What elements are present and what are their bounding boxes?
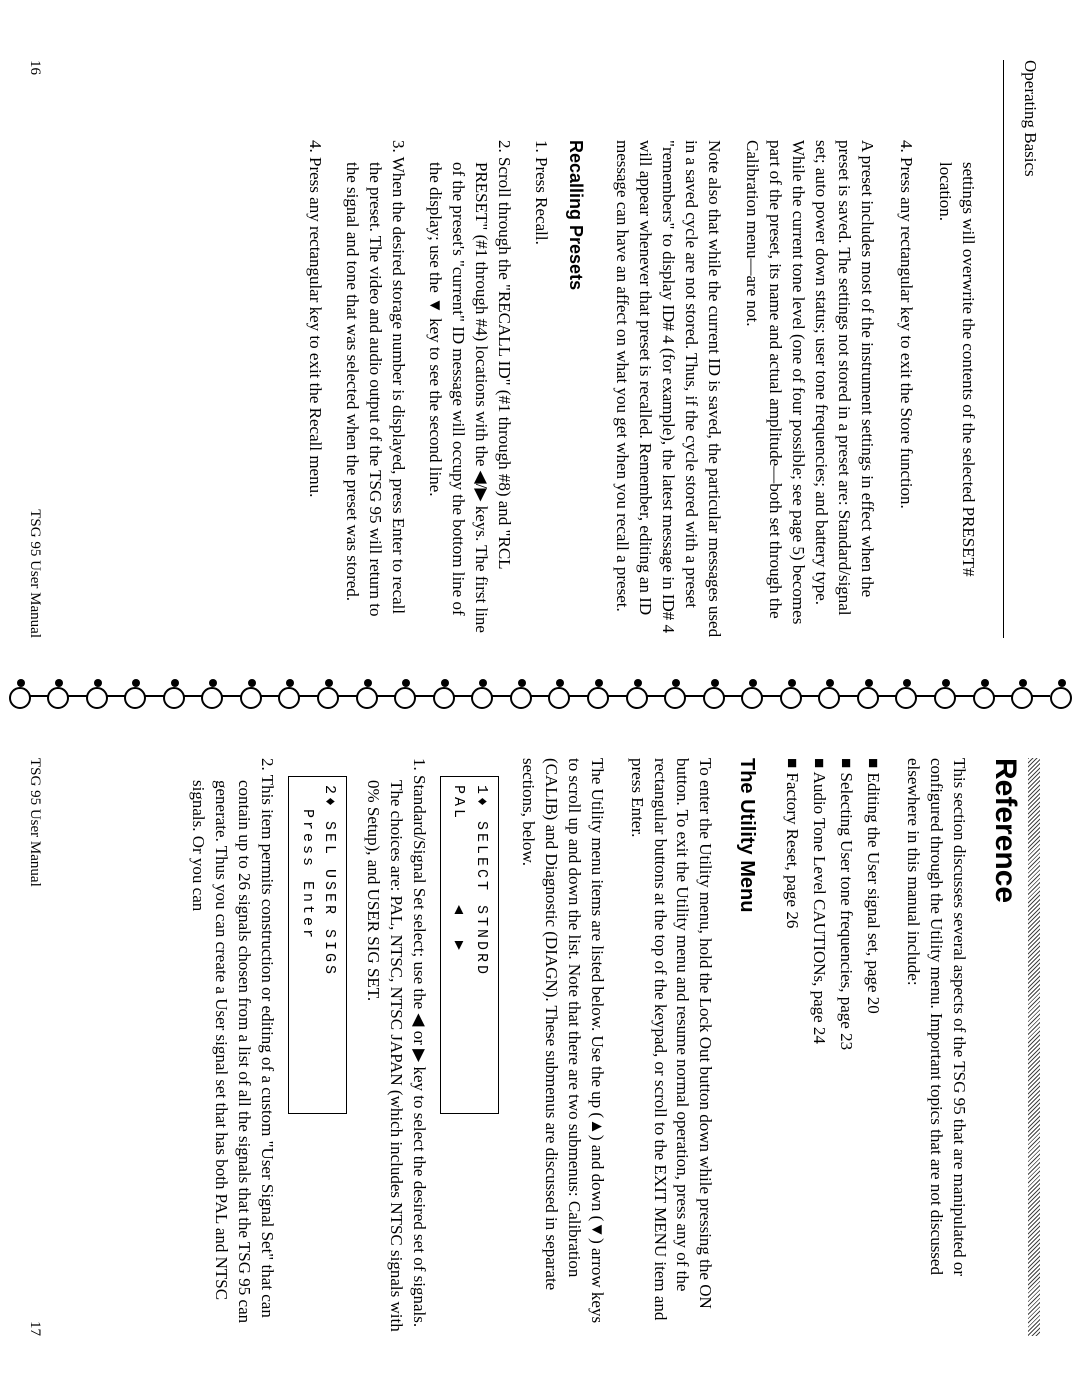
- utility-item-2: 2. This item permits construction or edi…: [186, 758, 278, 1336]
- scanned-spread: Operating Basics settings will overwrite…: [0, 0, 1080, 1397]
- topic-edit-user-sigset: Editing the User signal set, page 20: [861, 758, 884, 1336]
- lcd1-line1: 1♦ SELECT STNDRD: [473, 785, 490, 977]
- reference-chapter-heading: Reference: [988, 758, 1022, 1336]
- footer-right-page: TSG 95 User Manual 17: [26, 758, 43, 1336]
- recall-step-1: 1. Press Recall.: [529, 140, 552, 638]
- footer-manual-title-right: TSG 95 User Manual: [26, 758, 43, 887]
- topics-list: Editing the User signal set, page 20 Sel…: [780, 758, 884, 1336]
- recalling-presets-heading: Recalling Presets: [564, 140, 588, 638]
- right-body: This section discusses several aspects o…: [186, 758, 970, 1336]
- left-body: settings will overwrite the contents of …: [303, 60, 1003, 638]
- page-left: Operating Basics settings will overwrite…: [0, 0, 1080, 698]
- footer-manual-title-left: TSG 95 User Manual: [26, 509, 43, 638]
- page-number-16: 16: [26, 60, 43, 75]
- topic-audio-tone-cautions: Audio Tone Level CAUTIONs, page 24: [807, 758, 830, 1336]
- utility-menu-heading: The Utility Menu: [733, 758, 760, 1336]
- preset-contents-paragraph: A preset includes most of the instrument…: [741, 140, 879, 638]
- recall-step-2: 2. Scroll through the "RECALL ID" (#1 th…: [423, 140, 515, 638]
- utility-enter-para: To enter the Utility menu, hold the Lock…: [625, 758, 717, 1336]
- lcd2-line1: 2♦ SEL USER SIGS: [321, 785, 338, 977]
- topic-factory-reset: Factory Reset, page 26: [780, 758, 803, 1336]
- binding-spine: [30, 695, 1050, 697]
- chapter-hatch-rule: [1028, 758, 1040, 1336]
- overwrite-paragraph: settings will overwrite the contents of …: [933, 140, 979, 638]
- recall-steps-list: 1. Press Recall. 2. Scroll through the "…: [303, 140, 551, 638]
- lcd-display-1: 1♦ SELECT STNDRD PAL ◀ ▶: [440, 776, 499, 1114]
- store-step-4: 4. Press any rectangular key to exit the…: [894, 140, 917, 638]
- recall-step-4: 4. Press any rectangular key to exit the…: [303, 140, 326, 638]
- lcd1-line2: PAL ◀ ▶: [450, 785, 467, 953]
- running-head-left: Operating Basics: [1014, 60, 1040, 638]
- topic-user-tone-freq: Selecting User tone frequencies, page 23: [834, 758, 857, 1336]
- utility-scroll-para: The Utility menu items are listed below.…: [516, 758, 608, 1336]
- id-note-paragraph: Note also that while the current ID is s…: [610, 140, 725, 638]
- page-number-17: 17: [26, 1321, 43, 1336]
- footer-left-page: 16 TSG 95 User Manual: [26, 60, 43, 638]
- header-rule: [1003, 60, 1004, 638]
- reference-intro-para: This section discusses several aspects o…: [901, 758, 970, 1336]
- page-right: Reference This section discusses several…: [0, 698, 1080, 1396]
- recall-step-3: 3. When the desired storage number is di…: [340, 140, 409, 638]
- lcd2-line2: Press Enter: [299, 785, 316, 941]
- lcd-display-2: 2♦ SEL USER SIGS Press Enter: [288, 776, 347, 1114]
- utility-item-1: 1. Standard/Signal Set select; use the ◀…: [361, 758, 430, 1336]
